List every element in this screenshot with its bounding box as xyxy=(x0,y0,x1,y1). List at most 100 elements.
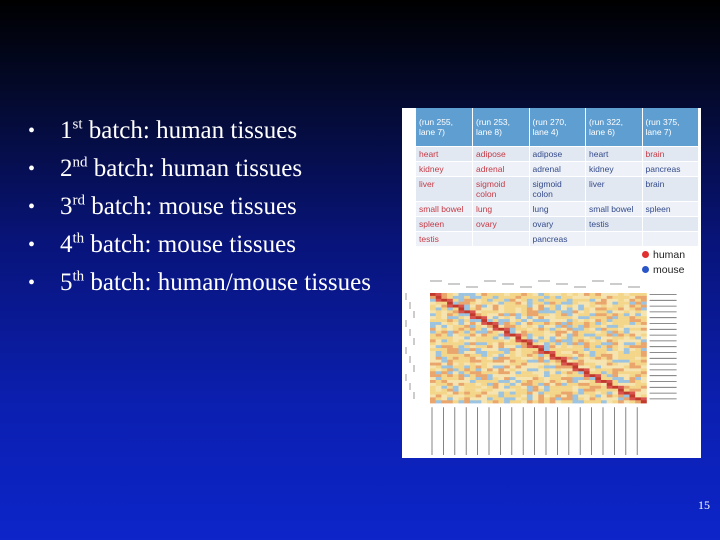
heatmap-cell xyxy=(544,348,550,352)
heatmap-cell xyxy=(589,356,596,360)
heatmap-cell xyxy=(578,310,585,314)
heatmap-cell xyxy=(521,353,528,357)
heatmap-cell xyxy=(635,377,642,381)
heatmap-cell xyxy=(492,371,499,375)
heatmap-cell xyxy=(618,313,624,317)
heatmap-cell xyxy=(635,319,642,323)
heatmap-cell xyxy=(481,374,488,378)
heatmap-cell xyxy=(430,351,436,355)
heatmap-cell xyxy=(595,365,602,369)
heatmap-cell xyxy=(566,385,573,389)
heatmap-cell xyxy=(521,391,528,395)
heatmap-cell xyxy=(561,394,567,398)
heatmap-cell xyxy=(561,307,567,311)
heatmap-cell xyxy=(526,330,533,334)
heatmap-cell xyxy=(555,339,562,343)
heatmap-cell xyxy=(623,345,630,349)
heatmap-cell xyxy=(447,298,453,302)
heatmap-cell xyxy=(498,322,505,326)
heatmap-cell xyxy=(521,307,528,311)
heatmap-cell xyxy=(430,345,436,349)
heatmap-cell xyxy=(544,339,550,343)
heatmap-cell xyxy=(458,324,465,328)
heatmap-cell xyxy=(572,365,579,369)
heatmap-cell xyxy=(430,388,436,392)
heatmap-cell xyxy=(464,342,471,346)
heatmap-cell xyxy=(595,362,602,366)
heatmap-cell xyxy=(464,293,471,297)
heatmap-cell xyxy=(469,351,476,355)
heatmap-cell xyxy=(487,327,493,331)
heatmap-cell xyxy=(544,351,550,355)
heatmap-cell xyxy=(487,324,493,328)
heatmap-cell xyxy=(623,400,630,404)
heatmap-cell xyxy=(526,388,533,392)
heatmap-cell xyxy=(629,339,636,343)
heatmap-cell xyxy=(492,310,499,314)
heatmap-cell xyxy=(623,394,630,398)
heatmap-cell xyxy=(566,339,573,343)
heatmap-cell xyxy=(458,293,465,297)
heatmap-cell xyxy=(606,310,613,314)
heatmap-cell xyxy=(618,351,624,355)
heatmap-cell xyxy=(504,319,510,323)
heatmap-cell xyxy=(521,324,528,328)
heatmap-cell xyxy=(595,368,602,372)
heatmap-cell xyxy=(583,304,590,308)
heatmap-cell xyxy=(589,301,596,305)
heatmap-cell xyxy=(441,397,448,401)
heatmap-cell xyxy=(526,374,533,378)
heatmap-cell xyxy=(464,388,471,392)
heatmap-cell xyxy=(498,295,505,299)
heatmap-cell xyxy=(578,356,585,360)
heatmap-cell xyxy=(532,293,539,297)
heatmap-cell xyxy=(623,293,630,297)
heatmap-cell xyxy=(475,348,482,352)
heatmap-cell xyxy=(458,304,465,308)
heatmap-cell xyxy=(521,374,528,378)
heatmap-cell xyxy=(566,342,573,346)
heatmap-cell xyxy=(583,339,590,343)
heatmap-cell xyxy=(435,391,442,395)
heatmap-cell xyxy=(549,295,556,299)
heatmap-cell xyxy=(469,365,476,369)
heatmap-cell xyxy=(595,307,602,311)
heatmap-cell xyxy=(509,374,516,378)
heatmap-cell xyxy=(601,310,607,314)
heatmap-cell xyxy=(583,345,590,349)
table-row: testis pancreas xyxy=(416,231,699,246)
heatmap-cell xyxy=(441,382,448,386)
heatmap-cell xyxy=(601,356,607,360)
heatmap-cell xyxy=(583,324,590,328)
heatmap-cell xyxy=(481,345,488,349)
heatmap-cell xyxy=(606,382,613,386)
heatmap-cell xyxy=(435,400,442,404)
heatmap-cell xyxy=(441,345,448,349)
heatmap-cell xyxy=(606,391,613,395)
heatmap-cell xyxy=(544,365,550,369)
heatmap-cell xyxy=(629,388,636,392)
heatmap-cell xyxy=(487,365,493,369)
heatmap-cell xyxy=(464,359,471,363)
heatmap-cell xyxy=(481,400,488,404)
heatmap-cell xyxy=(623,382,630,386)
heatmap-cell xyxy=(526,342,533,346)
heatmap-cell xyxy=(629,313,636,317)
bullet-item-2: • 2nd batch: human tissues xyxy=(28,150,388,188)
heatmap-cell xyxy=(572,330,579,334)
heatmap-cell xyxy=(492,327,499,331)
heatmap-cell xyxy=(475,342,482,346)
heatmap-cell xyxy=(492,304,499,308)
heatmap-cell xyxy=(521,327,528,331)
heatmap-cell xyxy=(498,336,505,340)
heatmap-cell xyxy=(532,365,539,369)
heatmap-cell xyxy=(578,293,585,297)
heatmap-cell xyxy=(464,380,471,384)
heatmap-cell xyxy=(623,385,630,389)
heatmap-cell xyxy=(618,371,624,375)
heatmap-cell xyxy=(521,380,528,384)
heatmap-cell xyxy=(526,327,533,331)
heatmap-cell xyxy=(515,293,522,297)
heatmap-cell xyxy=(538,397,545,401)
heatmap-cell xyxy=(612,351,619,355)
